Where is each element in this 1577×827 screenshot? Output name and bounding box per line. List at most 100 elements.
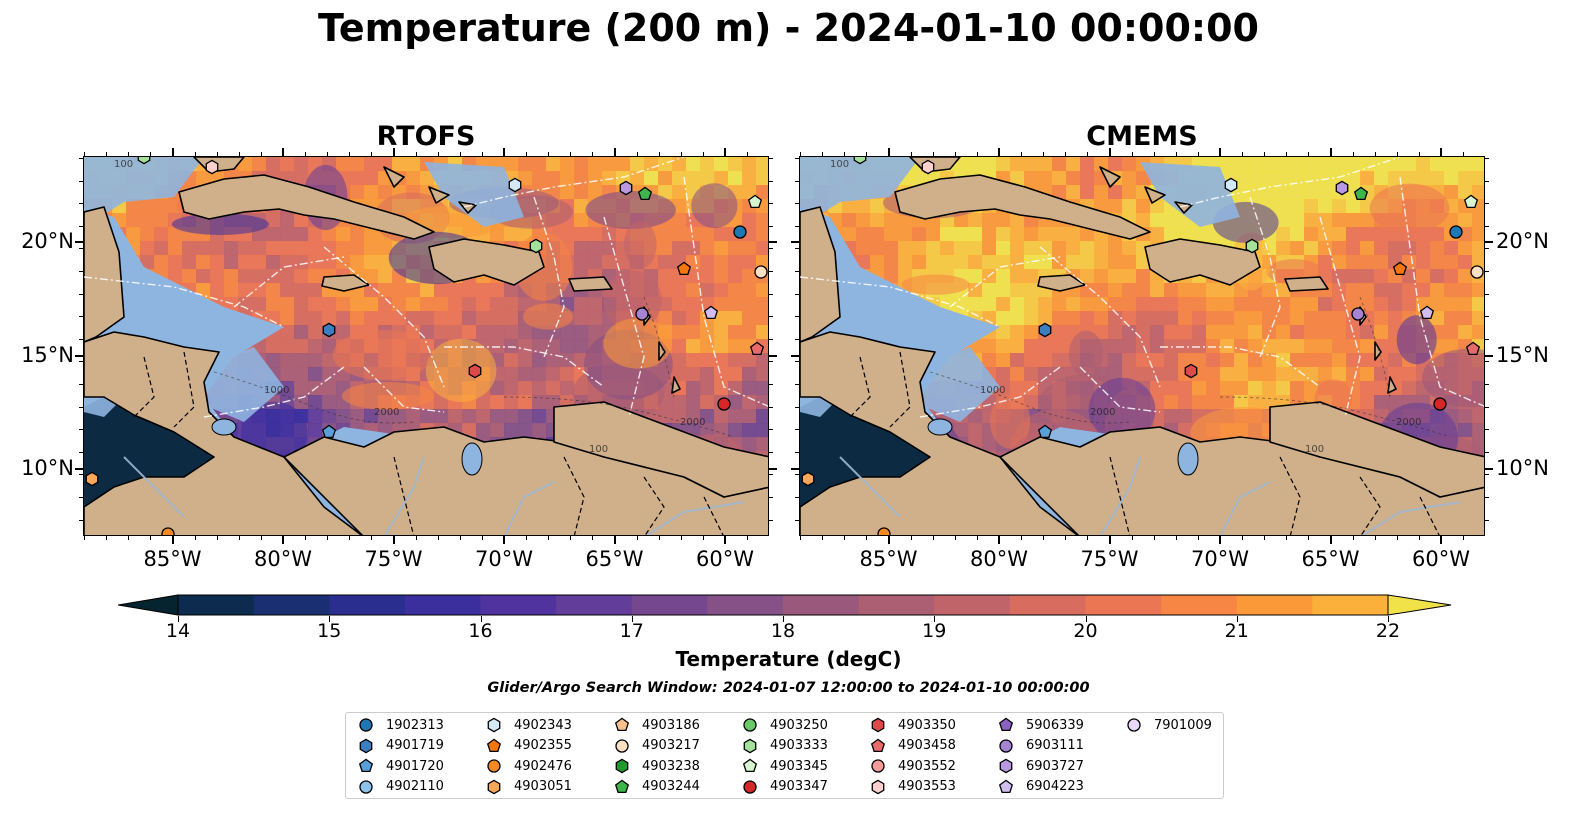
legend-label: 4901720 xyxy=(386,758,444,774)
rtofs-map: 1000 100 2000 2000 100 xyxy=(83,156,769,536)
float-marker-4903350 xyxy=(1184,363,1198,379)
isobath-label: 1000 xyxy=(264,385,289,396)
float-marker-4903345 xyxy=(747,194,763,208)
colorbar-tick-mark xyxy=(783,616,784,622)
legend-item: 4902110 xyxy=(358,777,444,797)
isobath-label: 100 xyxy=(1305,444,1324,455)
legend-marker-hexagon-icon xyxy=(487,717,501,733)
float-marker-4903333 xyxy=(1245,238,1259,254)
land-puerto-rico xyxy=(568,276,613,292)
legend-label: 4903458 xyxy=(898,738,956,753)
colorbar-tick-label: 22 xyxy=(1375,620,1401,642)
land-cuba xyxy=(178,174,435,240)
legend-item: 6903111 xyxy=(998,736,1084,756)
legend-marker-hexagon-icon xyxy=(999,758,1013,774)
float-marker-4903051 xyxy=(801,471,815,487)
float-marker-4902343 xyxy=(1224,177,1238,193)
colorbar-segment xyxy=(1236,595,1313,615)
float-marker-4902343 xyxy=(508,177,522,193)
legend-item: 4903186 xyxy=(614,715,700,735)
land-venezuela-coast xyxy=(1269,401,1484,498)
float-marker-4903217 xyxy=(1470,265,1484,279)
legend-marker-hexagon-icon xyxy=(871,717,885,733)
isobath-label: 100 xyxy=(114,159,133,170)
eez-boundary xyxy=(1399,176,1484,407)
colorbar-segment xyxy=(404,595,482,615)
legend-item: 4903051 xyxy=(486,777,572,797)
colorbar-tick-mark xyxy=(480,616,482,622)
legend-marker-circle-icon xyxy=(999,738,1013,753)
legend-item: 4903244 xyxy=(614,777,700,797)
cmems-map: 1000 100 2000 2000 100 xyxy=(799,156,1485,536)
legend-item: 4901720 xyxy=(358,756,444,776)
colorbar-segment xyxy=(1085,595,1162,615)
colorbar-tick-mark xyxy=(631,616,633,622)
float-marker-6903727 xyxy=(1335,180,1349,196)
colorbar-tick-label: 17 xyxy=(619,620,644,642)
float-marker-edge xyxy=(853,157,867,165)
float-marker-4902355 xyxy=(1392,261,1408,275)
isobath-label: 2000 xyxy=(680,417,705,428)
legend-item: 4902355 xyxy=(486,736,572,756)
isobath-label: 2000 xyxy=(374,407,399,418)
rtofs-lon-tick-label: 85°W xyxy=(143,547,202,571)
eez-boundary xyxy=(919,366,1061,418)
cmems-panel-title: CMEMS xyxy=(1086,121,1198,152)
land-mexico-yucatan xyxy=(84,206,125,343)
legend-marker-circle-icon xyxy=(871,759,885,773)
float-marker-4902476 xyxy=(877,527,891,535)
legend-label: 4902343 xyxy=(514,717,572,733)
cmems-lon-tick-label: 75°W xyxy=(1080,547,1139,571)
float-marker-4902355 xyxy=(676,261,692,275)
float-marker-4902476 xyxy=(161,527,175,535)
colorbar-segment xyxy=(1009,595,1087,615)
legend-marker-pentagon-icon xyxy=(998,717,1014,731)
search-window-text: Glider/Argo Search Window: 2024-01-07 12… xyxy=(487,680,1090,696)
isobath-label: 1000 xyxy=(980,385,1005,396)
legend-label: 6903727 xyxy=(1026,758,1084,774)
colorbar-segment xyxy=(480,595,557,615)
legend-label: 6903111 xyxy=(1026,738,1084,753)
float-marker-6903111 xyxy=(635,307,649,321)
legend-item: 4903345 xyxy=(742,756,828,776)
legend-marker-circle-icon xyxy=(743,718,757,732)
colorbar-label: Temperature (degC) xyxy=(675,647,902,671)
eez-boundary xyxy=(1179,157,1401,208)
float-marker-4901719 xyxy=(1038,322,1052,338)
colorbar-min-extension xyxy=(117,594,179,616)
colorbar-tick-mark xyxy=(178,616,179,622)
colorbar-segment xyxy=(631,595,708,615)
legend-label: 4903186 xyxy=(642,717,700,733)
legend-marker-pentagon-icon xyxy=(742,758,758,772)
colorbar-tick-mark xyxy=(1388,616,1389,622)
legend-label: 4903051 xyxy=(514,779,572,794)
isobath-label: 100 xyxy=(830,159,849,170)
legend-item: 4902343 xyxy=(486,715,572,735)
eez-boundary xyxy=(683,176,768,407)
legend-item: 4901719 xyxy=(358,736,444,756)
legend-label: 4903333 xyxy=(770,738,828,753)
legend-label: 4903552 xyxy=(898,758,956,774)
legend-marker-hexagon-icon xyxy=(359,738,373,753)
legend-item: 4903347 xyxy=(742,777,828,797)
colorbar-segment xyxy=(707,595,784,615)
legend-marker-pentagon-icon xyxy=(998,779,1014,793)
colorbar-segment xyxy=(556,595,633,615)
rtofs-panel-title: RTOFS xyxy=(376,121,476,152)
colorbar-tick-label: 20 xyxy=(1073,620,1098,642)
land-puerto-rico xyxy=(1284,276,1329,292)
legend-label: 5906339 xyxy=(1026,717,1084,733)
legend-item: 6904223 xyxy=(998,777,1084,797)
colorbar-tick-label: 21 xyxy=(1224,620,1249,642)
colorbar-tick-label: 16 xyxy=(468,620,493,642)
isobath-label: 2000 xyxy=(1396,417,1421,428)
legend-label: 4903244 xyxy=(642,779,700,794)
colorbar-segment xyxy=(178,595,255,615)
legend-label: 4901719 xyxy=(386,738,444,753)
colorbar-segment xyxy=(253,595,330,615)
colorbar-max-extension xyxy=(1387,594,1452,616)
float-marker-edge xyxy=(137,157,151,165)
legend-marker-pentagon-icon xyxy=(486,738,502,752)
isobath-label: 100 xyxy=(589,444,608,455)
eez-boundary xyxy=(203,366,345,418)
